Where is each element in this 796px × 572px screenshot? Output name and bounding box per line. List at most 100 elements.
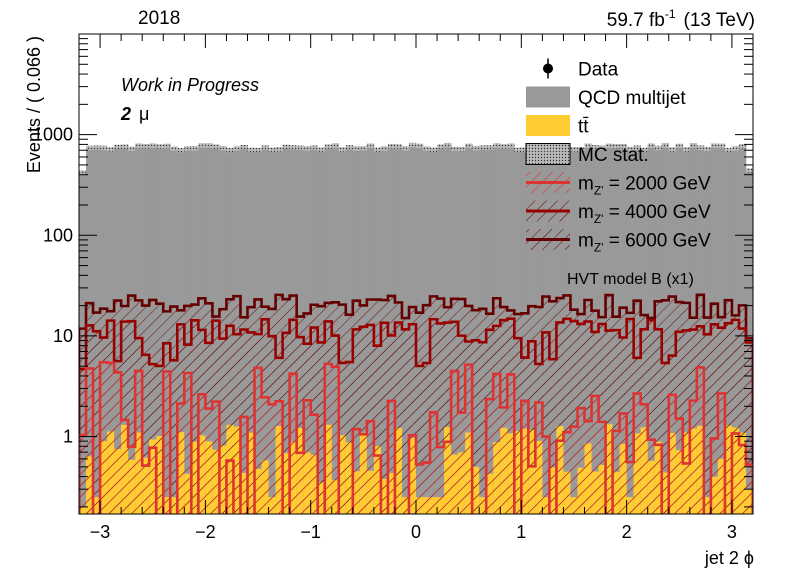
mc-stat-band xyxy=(514,147,522,153)
mc-stat-band xyxy=(430,147,438,152)
mc-stat-band xyxy=(331,143,340,148)
mc-stat-band xyxy=(647,143,656,148)
legend: Data QCD multijet tt̄ MC stat. mZ' = 2000 Ge… xyxy=(525,58,711,255)
mc-stat-band xyxy=(205,143,213,148)
mc-stat-band xyxy=(219,146,227,151)
x-tick-label: 0 xyxy=(411,522,421,542)
x-tick-label: 1 xyxy=(516,522,526,542)
legend-label: Data xyxy=(578,60,619,81)
mc-stat-band xyxy=(135,143,143,148)
legend-entry: mZ' = 4000 GeV xyxy=(526,200,711,226)
x-tick-label: 2 xyxy=(622,522,632,542)
mc-stat-band xyxy=(387,143,396,149)
mc-stat-band xyxy=(584,143,592,148)
mc-stat-band xyxy=(689,143,698,148)
mc-stat-band xyxy=(682,147,691,152)
legend-label: mZ' = 2000 GeV xyxy=(578,174,711,198)
mc-stat-band xyxy=(591,145,599,150)
work-in-progress-label: Work in Progress xyxy=(121,75,259,95)
mc-stat-band xyxy=(724,147,733,153)
mc-stat-band xyxy=(100,145,108,151)
mc-stat-band xyxy=(710,143,719,148)
mc-stat-band xyxy=(472,145,480,151)
mc-stat-band xyxy=(79,170,87,175)
mc-stat-band xyxy=(507,143,515,148)
x-tick-label: −1 xyxy=(300,522,321,542)
mc-stat-band xyxy=(177,147,185,153)
mc-stat-band xyxy=(570,147,578,152)
y-tick-label: 1000 xyxy=(33,125,73,145)
data-marker-icon xyxy=(543,63,553,74)
mc-stat-band xyxy=(156,144,164,149)
mc-stat-band xyxy=(661,143,670,148)
lumi-exponent: -1 xyxy=(665,7,676,21)
mc-stat-band xyxy=(451,146,459,152)
mc-stat-band xyxy=(289,145,297,150)
y-tick-label: 10 xyxy=(53,326,73,346)
mc-stat-band xyxy=(352,146,361,151)
mc-stat-band xyxy=(444,142,452,148)
legend-label: tt̄ xyxy=(578,117,589,138)
y-tick-label: 100 xyxy=(43,225,73,245)
legend-entry: QCD multijet xyxy=(526,86,686,109)
mc-stat-band xyxy=(261,145,269,150)
mc-stat-band xyxy=(521,147,529,152)
model-note: HVT model B (x1) xyxy=(567,271,694,288)
mc-stat-band xyxy=(317,147,326,152)
x-tick-label: −3 xyxy=(90,522,111,542)
legend-entry: mZ' = 2000 GeV xyxy=(526,172,711,198)
signal-4000-line xyxy=(79,317,753,514)
mc-stat-band xyxy=(486,145,494,150)
mc-stat-band xyxy=(247,147,255,153)
mc-stat-band xyxy=(93,145,101,150)
mc-stat-band xyxy=(416,143,424,148)
mc-stat-band xyxy=(465,143,473,148)
year-label: 2018 xyxy=(138,8,180,29)
mc-stat-band xyxy=(366,143,375,148)
mc-stat-band xyxy=(745,168,753,173)
mc-stat-band xyxy=(163,143,171,149)
signal-6000-line xyxy=(79,293,753,514)
mc-stat-band xyxy=(633,145,641,150)
x-axis-title: jet 2 ϕ xyxy=(704,548,754,568)
mc-stat-band xyxy=(303,146,311,151)
mc-stat-band xyxy=(240,144,248,150)
mc-stat-band xyxy=(500,144,508,149)
legend-entry: mZ' = 6000 GeV xyxy=(526,229,711,255)
mc-stat-band xyxy=(296,145,304,150)
mc-stat-band xyxy=(437,144,445,149)
mc-stat-band xyxy=(675,143,684,149)
mc-stat-band xyxy=(170,146,178,151)
mc-stat-band xyxy=(282,144,290,150)
legend-entry: Data xyxy=(543,58,619,81)
mc-stat-band xyxy=(408,142,417,148)
mc-stat-band xyxy=(226,147,234,153)
mc-stat-band xyxy=(338,147,347,152)
mc-stat-band xyxy=(605,143,613,148)
mc-stat-band xyxy=(191,145,199,151)
x-tick-label: −2 xyxy=(195,522,216,542)
mc-stat-band xyxy=(254,147,262,153)
x-tick-label: 3 xyxy=(727,522,737,542)
mc-stat-band xyxy=(142,144,150,149)
mc-stat-band xyxy=(212,144,220,149)
ttbar-swatch xyxy=(526,115,570,136)
mc-stat-band xyxy=(373,147,382,152)
mc-stat-band xyxy=(493,143,501,148)
legend-label: MC stat. xyxy=(578,145,649,166)
mc-stat-band xyxy=(731,146,740,151)
legend-label: mZ' = 6000 GeV xyxy=(578,231,711,255)
mc-stat-band xyxy=(198,143,206,148)
mc-stat-band xyxy=(696,145,705,150)
legend-label: mZ' = 4000 GeV xyxy=(578,202,711,226)
mc-stat-band xyxy=(668,147,677,152)
mc-stat-band xyxy=(654,145,663,151)
mc-stat-band xyxy=(268,147,276,152)
legend-entry: MC stat. xyxy=(525,143,649,166)
mc-stat-band xyxy=(703,146,712,152)
mc-stat-band xyxy=(401,146,410,151)
mc-stat-band xyxy=(149,143,157,148)
mc-stat-band xyxy=(423,146,431,151)
